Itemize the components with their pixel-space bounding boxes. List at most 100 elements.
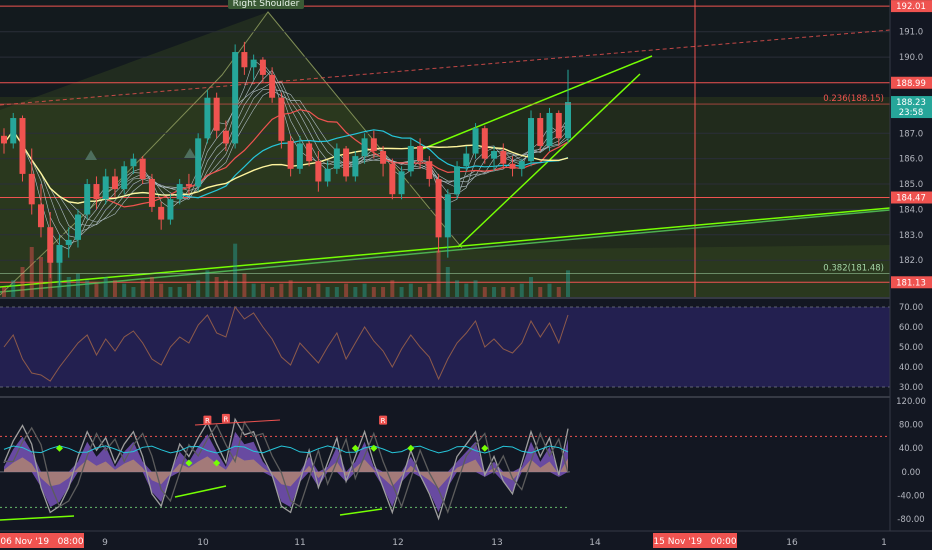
candle-42[interactable] <box>389 158 396 200</box>
candle-2[interactable] <box>19 115 26 182</box>
candle-38[interactable] <box>352 151 359 182</box>
osc-r-marker-1 <box>221 413 230 423</box>
candlesticks[interactable] <box>1 41 571 286</box>
candle-27[interactable] <box>250 54 257 80</box>
time-label-10: 10 <box>197 538 209 548</box>
rsi-pane[interactable] <box>0 298 890 395</box>
volume-bar-10 <box>94 283 99 297</box>
candle-3[interactable] <box>28 148 35 215</box>
candle-5[interactable] <box>47 211 54 278</box>
candle-12[interactable] <box>111 168 118 197</box>
candle-4[interactable] <box>37 184 44 238</box>
candle-body-2 <box>19 118 26 174</box>
candle-body-28 <box>259 59 266 75</box>
candle-0[interactable] <box>1 128 7 154</box>
candle-51[interactable] <box>472 123 479 159</box>
volume-bar-12 <box>112 280 117 297</box>
candle-body-0 <box>1 135 7 144</box>
candle-56[interactable] <box>518 158 525 177</box>
volume-bar-8 <box>75 273 80 297</box>
candle-8[interactable] <box>74 209 81 248</box>
candle-10[interactable] <box>93 176 100 210</box>
oscillator-pane-bg <box>0 398 890 531</box>
candle-24[interactable] <box>222 120 229 152</box>
candle-7[interactable] <box>65 227 72 258</box>
candle-body-13 <box>121 166 128 190</box>
candle-18[interactable] <box>167 194 174 225</box>
volume-bar-37 <box>344 283 349 297</box>
wedge-upper-line <box>419 55 653 151</box>
candle-53[interactable] <box>491 145 498 172</box>
candle-45[interactable] <box>417 138 424 169</box>
candle-20[interactable] <box>185 173 192 195</box>
candle-31[interactable] <box>287 135 294 177</box>
candle-49[interactable] <box>454 161 461 200</box>
candle-50[interactable] <box>463 145 470 172</box>
candle-16[interactable] <box>148 173 155 212</box>
candle-17[interactable] <box>158 201 165 230</box>
volume-bar-54 <box>501 287 506 297</box>
candle-37[interactable] <box>343 145 350 182</box>
time-axis[interactable]: 9 10 11 12 13 14 16 1 06 Nov '19 08:00 1… <box>0 530 932 550</box>
pattern-label: Right Shoulder <box>228 0 304 9</box>
candle-44[interactable] <box>407 138 414 177</box>
pane-separator-2[interactable] <box>0 396 932 398</box>
time-label-13: 13 <box>491 538 502 548</box>
candle-58[interactable] <box>537 112 544 152</box>
volume-bar-13 <box>122 283 127 297</box>
time-label-16: 16 <box>786 538 798 548</box>
candle-60[interactable] <box>555 110 562 146</box>
candle-25[interactable] <box>232 44 239 149</box>
candle-43[interactable] <box>398 166 405 200</box>
volume-bar-1 <box>11 280 16 297</box>
candle-29[interactable] <box>269 67 276 103</box>
candle-30[interactable] <box>278 92 285 149</box>
volume-bar-29 <box>270 287 275 297</box>
candle-57[interactable] <box>528 110 535 167</box>
candle-61[interactable] <box>565 69 571 144</box>
volume-bar-19 <box>177 287 182 297</box>
candle-28[interactable] <box>259 57 266 83</box>
candle-54[interactable] <box>500 143 507 169</box>
candle-9[interactable] <box>84 178 91 220</box>
candle-15[interactable] <box>139 156 146 185</box>
rsi-axis-ticks: 30.00 40.00 50.00 60.00 70.00 <box>899 303 923 393</box>
candle-11[interactable] <box>102 168 109 205</box>
price-pane[interactable]: 0.236(188.15) 0.382(181.48) Right Shoulde… <box>0 0 891 297</box>
volume-bar-35 <box>325 287 330 297</box>
fib-level-labels: 0.236(188.15) 0.382(181.48) <box>0 94 890 274</box>
candle-32[interactable] <box>296 135 303 174</box>
candle-6[interactable] <box>56 234 63 286</box>
candle-19[interactable] <box>176 178 183 205</box>
price-axis[interactable]: 182.0 183.0 184.0 185.0 186.0 187.0 190.0 191.0… <box>889 0 932 531</box>
osc-dot-5 <box>407 444 415 452</box>
candle-21[interactable] <box>195 133 202 192</box>
candle-40[interactable] <box>370 130 377 159</box>
candle-48[interactable] <box>444 189 451 258</box>
candle-14[interactable] <box>130 153 137 174</box>
oscillator-line-2 <box>4 420 569 514</box>
candle-36[interactable] <box>333 143 340 174</box>
candle-body-61 <box>565 102 571 139</box>
price-badge-1 <box>891 76 932 89</box>
candle-13[interactable] <box>121 161 128 195</box>
pane-separator-1[interactable] <box>0 297 932 299</box>
candle-1[interactable] <box>10 112 17 149</box>
candle-39[interactable] <box>361 133 368 164</box>
candle-55[interactable] <box>509 156 516 177</box>
osc-dot-6 <box>481 444 489 452</box>
candle-59[interactable] <box>546 107 553 152</box>
candle-35[interactable] <box>324 161 331 187</box>
candle-41[interactable] <box>380 145 387 177</box>
candle-52[interactable] <box>481 125 488 164</box>
candle-23[interactable] <box>213 92 220 139</box>
candle-46[interactable] <box>426 156 433 187</box>
candle-26[interactable] <box>241 41 248 75</box>
candle-34[interactable] <box>315 151 322 192</box>
candle-body-59 <box>546 112 553 146</box>
candle-22[interactable] <box>204 90 211 144</box>
candle-47[interactable] <box>435 173 442 253</box>
candle-33[interactable] <box>306 140 313 167</box>
